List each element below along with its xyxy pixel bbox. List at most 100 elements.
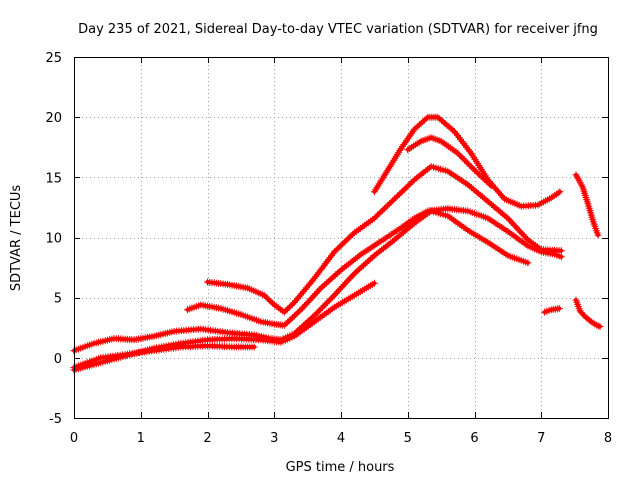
data-point-5-13 bbox=[558, 190, 562, 194]
x-tick-label-6: 6 bbox=[470, 431, 478, 446]
data-point-5-7 bbox=[469, 151, 473, 155]
data-point-3-16 bbox=[466, 209, 470, 213]
data-point-4-16 bbox=[486, 199, 490, 203]
data-point-3-19 bbox=[526, 244, 530, 248]
data-point-3-1 bbox=[199, 303, 203, 307]
data-point-5-12 bbox=[549, 196, 553, 200]
series-layer bbox=[70, 113, 604, 374]
data-point-4-3 bbox=[262, 293, 266, 297]
y-tick-label-6: 25 bbox=[45, 51, 62, 66]
series-markers-9 bbox=[572, 296, 604, 330]
data-point-4-8 bbox=[332, 250, 336, 254]
data-point-9-4 bbox=[595, 323, 599, 327]
series-markers-3 bbox=[184, 205, 565, 329]
x-tick-label-2: 2 bbox=[203, 431, 211, 446]
data-point-0-5 bbox=[172, 329, 176, 333]
data-point-3-6 bbox=[282, 323, 286, 327]
data-point-4-11 bbox=[392, 197, 396, 201]
data-point-2-3 bbox=[152, 349, 156, 353]
data-point-9-1 bbox=[578, 309, 582, 313]
y-tick-label-2: 5 bbox=[54, 292, 62, 307]
data-point-3-22 bbox=[559, 255, 563, 259]
data-point-0-7 bbox=[226, 331, 229, 335]
data-point-4-0 bbox=[206, 280, 209, 284]
series-band-3 bbox=[185, 206, 564, 328]
data-point-5-2 bbox=[399, 147, 403, 150]
data-point-3-13 bbox=[412, 216, 416, 220]
data-point-3-12 bbox=[399, 226, 403, 230]
data-point-0-16 bbox=[392, 238, 396, 242]
data-point-3-14 bbox=[426, 209, 430, 213]
series-markers-1 bbox=[70, 279, 378, 374]
data-point-5-5 bbox=[436, 115, 440, 119]
data-point-3-5 bbox=[272, 322, 276, 326]
data-point-1-9 bbox=[292, 334, 296, 338]
data-point-3-17 bbox=[486, 216, 490, 220]
data-point-6-2 bbox=[429, 136, 433, 140]
series-markers-6 bbox=[404, 134, 495, 190]
data-point-0-19 bbox=[446, 214, 450, 218]
data-point-8-2 bbox=[586, 202, 590, 206]
data-point-0-1 bbox=[92, 341, 96, 345]
data-point-0-6 bbox=[199, 327, 203, 331]
data-point-6-4 bbox=[456, 151, 460, 155]
data-point-5-9 bbox=[503, 197, 506, 201]
data-point-7-0 bbox=[543, 310, 547, 314]
data-point-6-0 bbox=[406, 148, 410, 152]
data-point-3-3 bbox=[239, 313, 243, 316]
data-point-0-8 bbox=[252, 333, 256, 337]
data-point-4-6 bbox=[292, 301, 296, 304]
data-point-0-3 bbox=[132, 338, 136, 342]
data-point-1-6 bbox=[232, 337, 236, 341]
chart-title: Day 235 of 2021, Sidereal Day-to-day VTE… bbox=[78, 22, 598, 37]
data-point-4-2 bbox=[246, 286, 250, 290]
data-point-9-0 bbox=[574, 298, 578, 302]
data-point-4-13 bbox=[429, 165, 433, 168]
data-point-3-10 bbox=[359, 252, 363, 256]
data-point-0-12 bbox=[312, 314, 316, 318]
data-point-4-1 bbox=[226, 282, 229, 286]
y-tick-label-5: 20 bbox=[45, 111, 62, 126]
data-point-4-9 bbox=[352, 231, 356, 235]
x-tick-label-3: 3 bbox=[270, 431, 278, 446]
series-track-9 bbox=[572, 171, 602, 239]
data-point-4-19 bbox=[539, 248, 543, 251]
x-axis-label: GPS time / hours bbox=[286, 460, 395, 475]
axis-ticks: 0 1 2 3 4 5 6 7 8 -5 0 5 10 15 20 25 bbox=[45, 51, 612, 446]
data-point-9-3 bbox=[589, 320, 593, 324]
data-point-0-15 bbox=[372, 254, 376, 257]
data-point-2-2 bbox=[125, 352, 129, 356]
data-point-8-0 bbox=[574, 173, 578, 177]
data-point-1-5 bbox=[206, 338, 209, 342]
series-track-10 bbox=[572, 296, 604, 330]
data-point-0-21 bbox=[486, 240, 490, 244]
data-point-3-8 bbox=[319, 286, 323, 290]
data-point-5-10 bbox=[519, 204, 523, 208]
data-point-9-5 bbox=[598, 325, 602, 328]
data-point-0-23 bbox=[526, 261, 530, 265]
data-point-5-4 bbox=[426, 115, 430, 119]
x-tick-label-4: 4 bbox=[337, 431, 345, 446]
series-track-2 bbox=[70, 279, 378, 374]
data-point-1-11 bbox=[332, 305, 336, 309]
data-point-1-1 bbox=[99, 361, 103, 365]
series-track-7 bbox=[404, 134, 495, 190]
data-point-3-18 bbox=[506, 230, 510, 233]
data-point-2-7 bbox=[252, 345, 256, 349]
data-point-6-5 bbox=[473, 168, 476, 172]
data-point-1-7 bbox=[259, 338, 263, 342]
data-point-1-12 bbox=[352, 293, 356, 297]
data-point-8-1 bbox=[581, 185, 585, 189]
data-point-3-11 bbox=[379, 239, 383, 243]
y-tick-label-0: -5 bbox=[49, 412, 62, 427]
x-tick-label-7: 7 bbox=[537, 431, 545, 446]
y-tick-label-1: 0 bbox=[54, 352, 62, 367]
x-tick-label-1: 1 bbox=[137, 431, 145, 446]
data-point-4-20 bbox=[559, 249, 563, 253]
data-point-0-17 bbox=[412, 221, 416, 225]
x-tick-label-5: 5 bbox=[404, 431, 412, 446]
data-point-2-5 bbox=[206, 344, 209, 348]
data-point-3-9 bbox=[339, 268, 343, 272]
